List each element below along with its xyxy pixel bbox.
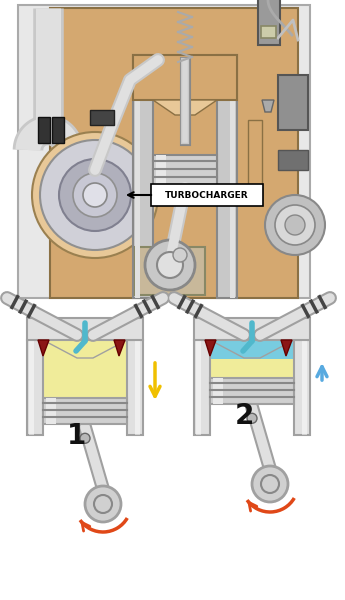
Polygon shape: [135, 247, 205, 295]
Text: 1: 1: [67, 422, 87, 450]
Circle shape: [32, 132, 158, 258]
Circle shape: [83, 183, 107, 207]
Bar: [52, 117, 64, 143]
Text: TURBOCHARGER: TURBOCHARGER: [165, 191, 249, 199]
Polygon shape: [114, 340, 125, 356]
Circle shape: [252, 466, 288, 502]
Bar: [302, 340, 307, 435]
Circle shape: [173, 248, 187, 262]
Bar: [43, 398, 127, 424]
Polygon shape: [281, 340, 292, 356]
Bar: [27, 318, 143, 340]
Text: 2: 2: [234, 402, 254, 430]
Bar: [156, 155, 166, 185]
Circle shape: [247, 413, 257, 424]
Circle shape: [179, 187, 191, 199]
Bar: [258, 0, 280, 45]
Polygon shape: [205, 340, 216, 356]
Bar: [217, 55, 237, 298]
Bar: [210, 378, 294, 404]
Bar: [213, 378, 223, 404]
Bar: [294, 340, 310, 435]
Circle shape: [275, 205, 315, 245]
Bar: [133, 55, 237, 100]
Bar: [27, 340, 43, 435]
Bar: [127, 340, 143, 435]
Circle shape: [59, 159, 131, 231]
Bar: [278, 150, 308, 170]
Circle shape: [261, 475, 279, 493]
Circle shape: [157, 252, 183, 278]
Bar: [261, 26, 276, 38]
Bar: [38, 117, 50, 143]
Bar: [43, 340, 127, 398]
Circle shape: [73, 173, 117, 217]
Circle shape: [85, 486, 121, 522]
Circle shape: [94, 495, 112, 513]
Circle shape: [285, 215, 305, 235]
Bar: [210, 359, 294, 378]
Polygon shape: [50, 8, 298, 298]
Bar: [194, 340, 210, 435]
Circle shape: [40, 140, 150, 250]
Bar: [135, 55, 140, 298]
Bar: [230, 55, 235, 298]
Bar: [133, 55, 153, 298]
Polygon shape: [153, 100, 217, 115]
Bar: [210, 340, 294, 359]
Bar: [278, 75, 308, 130]
FancyBboxPatch shape: [151, 184, 263, 206]
Circle shape: [80, 433, 90, 443]
Polygon shape: [38, 340, 49, 356]
Polygon shape: [43, 340, 127, 358]
Bar: [46, 398, 56, 424]
Polygon shape: [262, 100, 274, 112]
Bar: [248, 120, 262, 200]
Bar: [153, 155, 217, 185]
Bar: [135, 340, 140, 435]
Polygon shape: [18, 5, 310, 298]
Bar: [29, 340, 34, 435]
Circle shape: [265, 195, 325, 255]
Bar: [90, 110, 114, 125]
Bar: [196, 340, 201, 435]
Polygon shape: [210, 340, 294, 358]
Circle shape: [145, 240, 195, 290]
Bar: [194, 318, 310, 340]
